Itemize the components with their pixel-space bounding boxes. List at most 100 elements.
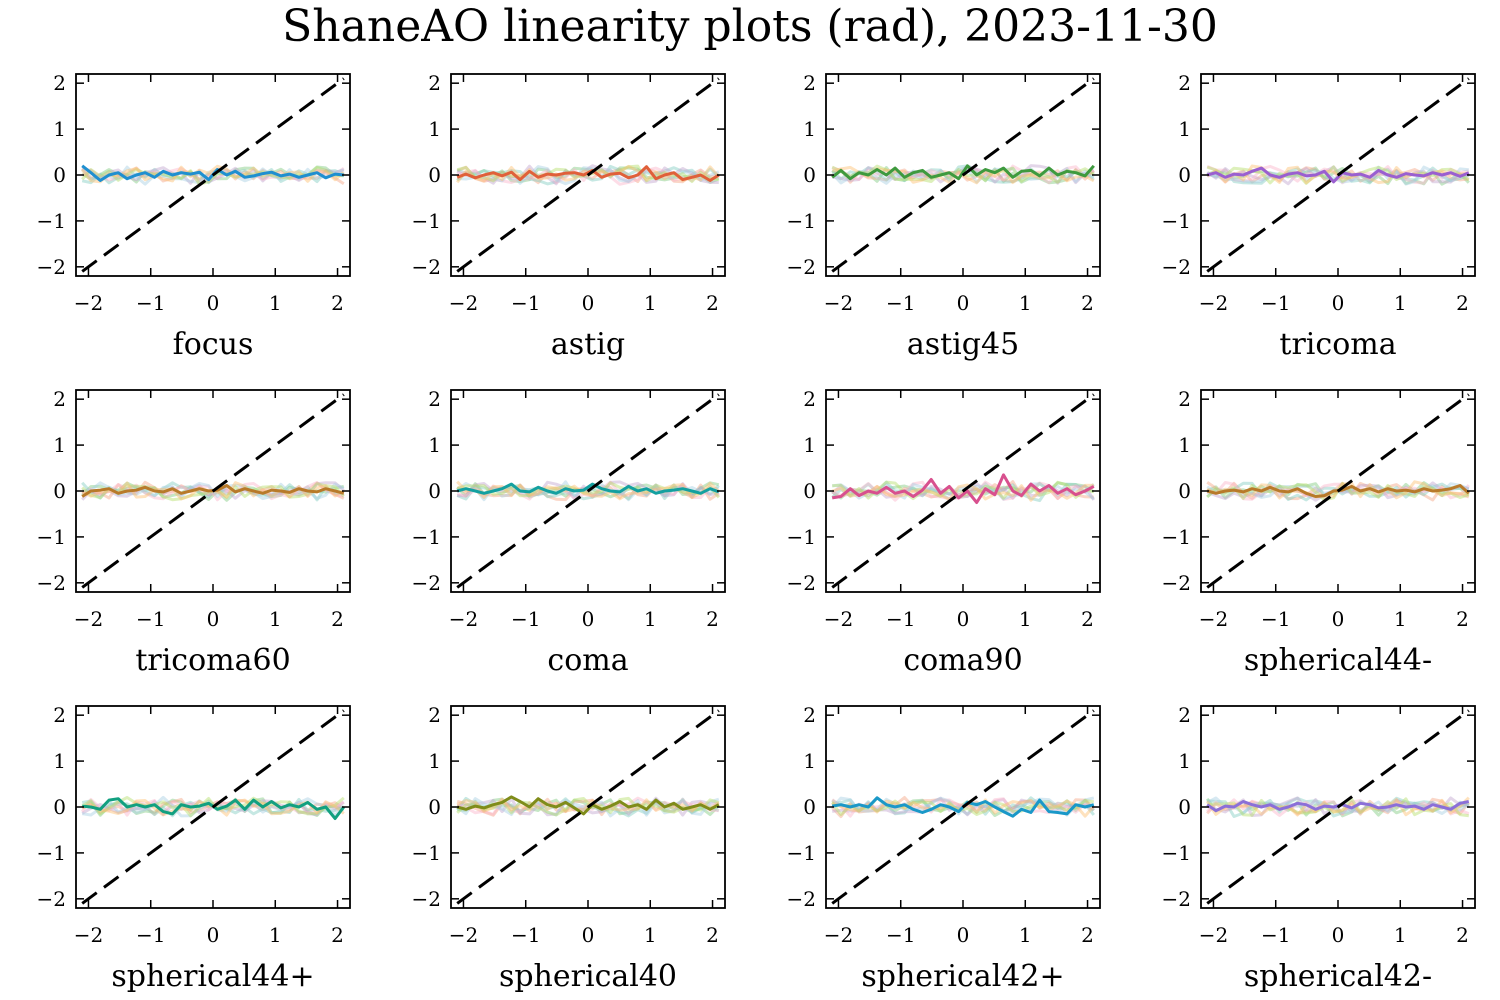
y-tick-label: 2 xyxy=(803,387,816,411)
x-tick-label: 1 xyxy=(269,923,282,947)
y-tick-label: −1 xyxy=(787,525,816,549)
y-tick-label: 2 xyxy=(53,703,66,727)
x-tick-label: 0 xyxy=(1332,291,1345,315)
panel-label: coma xyxy=(547,643,628,678)
y-tick-label: 1 xyxy=(1178,433,1191,457)
y-tick-label: −2 xyxy=(1162,571,1191,595)
x-tick-label: 2 xyxy=(1081,923,1094,947)
x-tick-label: 0 xyxy=(957,291,970,315)
highlight-trace xyxy=(456,482,720,495)
x-tick-label: −1 xyxy=(1261,923,1290,947)
x-tick-label: −1 xyxy=(511,607,540,631)
highlight-trace xyxy=(456,165,720,182)
y-tick-label: 0 xyxy=(53,795,66,819)
x-tick-label: 1 xyxy=(644,607,657,631)
y-tick-label: −1 xyxy=(37,841,66,865)
x-tick-label: −1 xyxy=(136,291,165,315)
reference-line xyxy=(81,77,345,273)
panel-spherical44: −2 −1 0 1 2 −2 −1 0 1 2 spherical44- xyxy=(1162,387,1476,678)
x-tick-label: 0 xyxy=(582,291,595,315)
reference-line xyxy=(831,393,1095,589)
x-tick-label: 2 xyxy=(706,291,719,315)
x-tick-label: −1 xyxy=(136,923,165,947)
plot-area xyxy=(456,77,720,273)
figure-title: ShaneAO linearity plots (rad), 2023-11-3… xyxy=(282,1,1218,52)
y-tick-label: −2 xyxy=(787,571,816,595)
y-tick-label: 1 xyxy=(428,433,441,457)
x-tick-label: 1 xyxy=(644,291,657,315)
panel-label: spherical44- xyxy=(1244,643,1432,678)
y-tick-label: 0 xyxy=(428,479,441,503)
x-tick-label: −2 xyxy=(449,923,478,947)
y-tick-label: −2 xyxy=(412,887,441,911)
plot-area xyxy=(81,393,345,589)
highlight-trace xyxy=(1206,166,1470,184)
x-tick-label: 2 xyxy=(706,923,719,947)
y-tick-label: 0 xyxy=(803,479,816,503)
x-tick-label: −2 xyxy=(449,607,478,631)
background-trace xyxy=(831,167,1095,185)
background-trace xyxy=(832,796,1095,816)
panel-label: focus xyxy=(173,327,254,362)
x-tick-label: 0 xyxy=(957,923,970,947)
panel-label: spherical44+ xyxy=(111,959,314,994)
x-tick-label: 1 xyxy=(1394,291,1407,315)
x-tick-label: 0 xyxy=(207,923,220,947)
y-tick-label: −2 xyxy=(787,887,816,911)
x-tick-label: 2 xyxy=(331,923,344,947)
y-tick-label: −2 xyxy=(1162,887,1191,911)
panel-label: astig45 xyxy=(907,327,1019,362)
x-tick-label: −2 xyxy=(1199,923,1228,947)
y-tick-label: −2 xyxy=(412,255,441,279)
x-tick-label: 1 xyxy=(269,291,282,315)
background-trace xyxy=(1206,481,1470,501)
x-tick-label: 0 xyxy=(582,607,595,631)
plot-area xyxy=(456,709,720,905)
y-tick-label: 1 xyxy=(428,117,441,141)
background-trace xyxy=(1206,481,1470,502)
reference-line xyxy=(456,77,720,273)
x-tick-label: −2 xyxy=(824,607,853,631)
panel-label: astig xyxy=(551,327,625,362)
x-tick-label: 0 xyxy=(207,607,220,631)
y-tick-label: 0 xyxy=(1178,163,1191,187)
x-tick-label: 1 xyxy=(1019,291,1032,315)
background-trace xyxy=(456,480,720,501)
background-trace xyxy=(832,480,1094,500)
panel-spherical42: −2 −1 0 1 2 −2 −1 0 1 2 spherical42+ xyxy=(787,703,1101,994)
y-tick-label: 0 xyxy=(428,795,441,819)
background-trace xyxy=(831,483,1094,502)
y-tick-label: 0 xyxy=(803,795,816,819)
background-trace xyxy=(1207,796,1470,818)
x-tick-label: 0 xyxy=(1332,923,1345,947)
y-tick-label: 0 xyxy=(1178,795,1191,819)
highlight-trace xyxy=(456,795,720,816)
background-trace xyxy=(81,164,345,184)
background-trace xyxy=(457,165,720,186)
y-tick-label: −1 xyxy=(1162,209,1191,233)
y-tick-label: −1 xyxy=(787,209,816,233)
x-tick-label: −1 xyxy=(1261,291,1290,315)
y-tick-label: 0 xyxy=(428,163,441,187)
background-trace xyxy=(831,168,1095,184)
background-trace xyxy=(456,797,720,817)
panel-label: spherical40 xyxy=(499,959,677,994)
plot-area xyxy=(1206,77,1470,273)
y-tick-label: −1 xyxy=(412,525,441,549)
x-tick-label: 1 xyxy=(1019,923,1032,947)
background-trace xyxy=(456,480,720,501)
y-tick-label: 0 xyxy=(53,163,66,187)
background-trace xyxy=(81,796,345,818)
x-tick-label: 0 xyxy=(582,923,595,947)
x-tick-label: 1 xyxy=(1019,607,1032,631)
background-trace xyxy=(456,483,720,502)
y-tick-label: −2 xyxy=(37,255,66,279)
background-trace xyxy=(1206,165,1470,186)
y-tick-label: 1 xyxy=(53,433,66,457)
x-tick-label: −2 xyxy=(824,291,853,315)
panel-coma: −2 −1 0 1 2 −2 −1 0 1 2 coma xyxy=(412,387,726,678)
background-trace xyxy=(830,798,1095,817)
x-tick-label: 1 xyxy=(1394,923,1407,947)
plot-area xyxy=(1206,393,1470,589)
y-tick-label: −2 xyxy=(412,571,441,595)
